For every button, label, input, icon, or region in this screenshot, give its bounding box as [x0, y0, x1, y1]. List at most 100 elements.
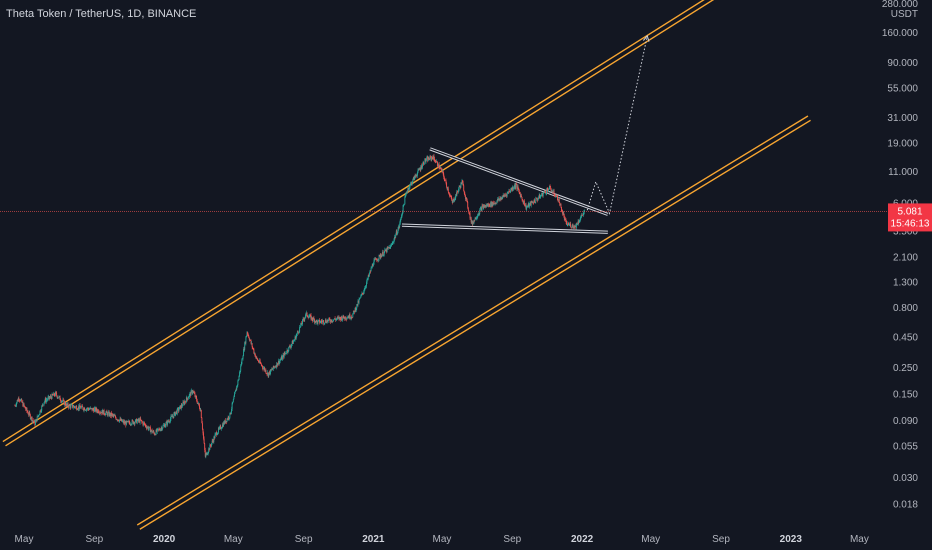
- candle-body: [147, 426, 148, 428]
- candle-body: [60, 399, 62, 402]
- candle-body: [483, 206, 485, 209]
- candle-body: [266, 373, 267, 374]
- candle-body: [35, 419, 37, 422]
- candle-body: [408, 188, 410, 190]
- channel-lower-line-2[interactable]: [139, 119, 811, 530]
- candle-body: [356, 304, 358, 306]
- candle-body: [553, 190, 555, 195]
- candle-body: [252, 347, 254, 349]
- candle-body: [347, 317, 349, 319]
- candle-body: [262, 365, 263, 368]
- candles-layer: [14, 153, 585, 459]
- candle-body: [61, 401, 63, 403]
- candle-body: [340, 316, 342, 321]
- candle-body: [79, 405, 80, 409]
- candle-body: [428, 159, 430, 161]
- candle-body: [274, 366, 275, 368]
- candle-body: [527, 205, 529, 207]
- candle-body: [216, 432, 218, 436]
- channel-upper-line-1[interactable]: [2, 0, 711, 443]
- candle-body: [504, 194, 506, 196]
- candle-body: [54, 395, 56, 396]
- candle-body: [134, 422, 136, 424]
- channel-upper-line-2[interactable]: [5, 0, 715, 447]
- candle-body: [56, 393, 58, 396]
- candle-body: [240, 365, 242, 371]
- candle-body: [94, 407, 96, 409]
- candle-body: [462, 182, 464, 186]
- candle-body: [475, 217, 477, 220]
- price-tick-label: 0.450: [893, 333, 918, 344]
- candle-body: [481, 207, 482, 211]
- candle-body: [431, 157, 433, 158]
- candle-body: [242, 356, 244, 359]
- candle-body: [200, 410, 202, 411]
- price-tick-label: 160.000: [882, 28, 919, 39]
- candle-body: [245, 337, 247, 344]
- candle-body: [512, 187, 514, 190]
- candle-body: [534, 200, 536, 203]
- projection-path[interactable]: [586, 35, 648, 215]
- candle-body: [578, 221, 580, 223]
- candle-body: [403, 204, 405, 206]
- candle-body: [236, 385, 238, 386]
- candle-body: [563, 215, 565, 220]
- candle-body: [87, 407, 89, 409]
- candle-body: [336, 317, 338, 319]
- candle-body: [179, 405, 181, 407]
- candle-body: [232, 399, 234, 403]
- candle-body: [88, 408, 90, 411]
- candle-body: [342, 315, 344, 319]
- candle-body: [494, 203, 496, 205]
- candle-body: [105, 412, 107, 415]
- candle-body: [101, 410, 103, 414]
- candle-body: [125, 422, 127, 426]
- candle-body: [537, 199, 538, 201]
- time-tick-label: Sep: [295, 534, 313, 545]
- candle-body: [511, 187, 513, 190]
- price-tick-label: 0.090: [893, 416, 918, 427]
- candle-body: [519, 192, 521, 194]
- candle-body: [307, 316, 309, 317]
- candle-body: [157, 428, 159, 430]
- candle-body: [525, 204, 527, 210]
- candle-body: [145, 426, 147, 429]
- candle-body: [421, 167, 423, 169]
- candle-body: [471, 221, 473, 223]
- candle-body: [516, 184, 518, 189]
- candle-body: [143, 422, 145, 424]
- candle-body: [69, 404, 71, 406]
- candle-body: [118, 420, 120, 422]
- candle-body: [330, 319, 332, 323]
- candle-body: [161, 428, 163, 430]
- candle-body: [48, 396, 50, 398]
- candle-body: [563, 213, 565, 216]
- candle-body: [397, 229, 399, 233]
- candle-body: [229, 412, 231, 415]
- time-axis: May Sep 2020 May Sep 2021 May Sep 2022 May Sep 2023…: [15, 534, 869, 545]
- candle-body: [372, 264, 374, 266]
- candle-body: [460, 182, 462, 185]
- candle-body: [63, 399, 64, 401]
- candle-body: [412, 179, 414, 183]
- candle-body: [248, 337, 250, 341]
- price-tick-label: 19.000: [887, 139, 918, 150]
- candle-body: [537, 198, 539, 201]
- candle-body: [521, 197, 523, 200]
- candle-body: [583, 209, 585, 213]
- time-tick-label: Sep: [712, 534, 730, 545]
- candle-body: [280, 356, 282, 360]
- candle-body: [445, 180, 447, 184]
- channel-lower-line-1[interactable]: [136, 115, 809, 526]
- candle-body: [294, 339, 295, 341]
- candle-body: [424, 158, 426, 164]
- candle-body: [365, 285, 367, 288]
- candle-body: [517, 186, 519, 189]
- candle-body: [76, 406, 78, 410]
- candle-body: [100, 412, 102, 413]
- candle-body: [469, 213, 471, 219]
- candle-body: [67, 403, 68, 406]
- candle-body: [195, 395, 197, 398]
- candle-body: [371, 264, 373, 268]
